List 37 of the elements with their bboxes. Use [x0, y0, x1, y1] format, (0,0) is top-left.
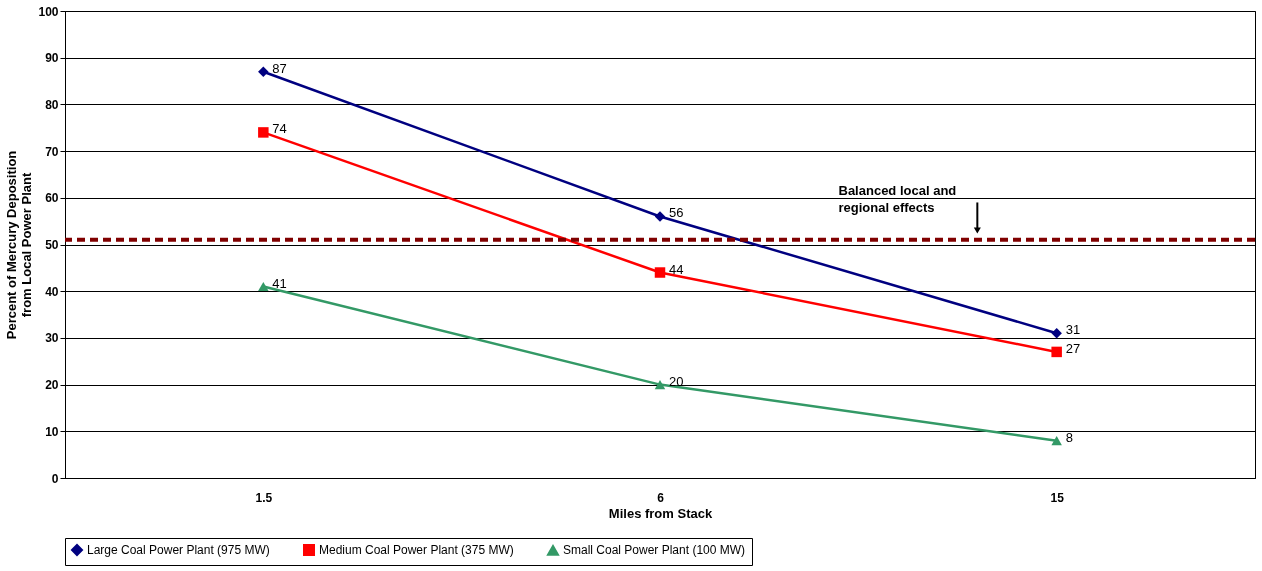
data-label: 44 [669, 261, 684, 277]
x-axis-title: Miles from Stack [608, 505, 713, 521]
point [1051, 436, 1062, 446]
y-tick-label: 90 [45, 51, 59, 66]
point [1051, 327, 1062, 339]
data-label: 74 [272, 121, 287, 137]
data-label: 27 [1065, 340, 1081, 356]
y-tick-label: 10 [45, 424, 59, 439]
point [258, 66, 269, 77]
point [258, 281, 269, 292]
y-tick-label: 0 [51, 471, 59, 486]
point [258, 127, 269, 138]
y-tick-label: 100 [38, 4, 59, 19]
data-label: 41 [272, 275, 287, 291]
y-tick-label: 50 [45, 238, 59, 252]
legend-label: Small Coal Power Plant (100 MW) [563, 543, 746, 558]
y-tick-label: 40 [45, 284, 59, 299]
y-tick-label: 30 [45, 331, 59, 346]
y-tick-label: 60 [45, 191, 59, 206]
legend-label: Medium Coal Power Plant (375 MW) [319, 543, 514, 557]
x-tick-label: 1.5 [255, 490, 273, 505]
data-label: 87 [272, 60, 287, 76]
point [1051, 346, 1062, 358]
x-tick-label: 15 [1050, 490, 1065, 505]
ref-line-label: Balanced local and regional effects [838, 182, 957, 215]
data-label: 56 [669, 205, 684, 221]
point [654, 380, 666, 390]
data-label: 31 [1065, 322, 1081, 338]
data-label: 8 [1065, 429, 1073, 445]
y-axis-title: Percent of Mercury Deposition from Local Power Plant [4, 150, 35, 340]
y-tick-label: 20 [45, 378, 59, 393]
point [654, 211, 666, 222]
y-tick-label: 70 [45, 144, 59, 159]
y-tick-label: 80 [45, 97, 59, 112]
legend-label: Large Coal Power Plant (975 MW) [87, 543, 270, 557]
point [654, 267, 666, 278]
x-tick-label: 6 [657, 490, 665, 505]
